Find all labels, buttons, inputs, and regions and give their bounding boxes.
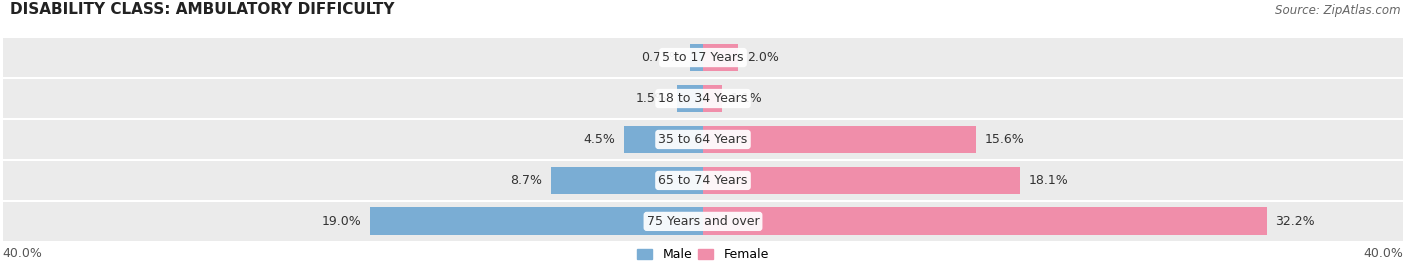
Text: 1.5%: 1.5% [636,92,668,105]
Bar [551,166,703,194]
Text: 18 to 34 Years: 18 to 34 Years [658,92,748,105]
Legend: Male, Female: Male, Female [637,248,769,261]
Text: DISABILITY CLASS: AMBULATORY DIFFICULTY: DISABILITY CLASS: AMBULATORY DIFFICULTY [10,2,394,17]
Bar [703,85,723,113]
Text: 4.5%: 4.5% [583,133,616,146]
Text: 2.0%: 2.0% [747,51,779,64]
Text: Source: ZipAtlas.com: Source: ZipAtlas.com [1275,4,1400,17]
Bar [624,125,703,153]
Bar [3,79,1403,118]
Text: 40.0%: 40.0% [3,247,42,260]
Text: 0.77%: 0.77% [641,51,681,64]
Bar [689,44,703,72]
Bar [3,38,1403,77]
Text: 1.1%: 1.1% [731,92,763,105]
Text: 32.2%: 32.2% [1275,215,1315,228]
Bar [370,207,703,235]
Bar [703,44,738,72]
Text: 19.0%: 19.0% [322,215,361,228]
Text: 8.7%: 8.7% [510,174,541,187]
Text: 40.0%: 40.0% [1364,247,1403,260]
Bar [3,120,1403,159]
Bar [3,202,1403,241]
Bar [703,207,1267,235]
Text: 35 to 64 Years: 35 to 64 Years [658,133,748,146]
Bar [703,166,1019,194]
Text: 18.1%: 18.1% [1029,174,1069,187]
Bar [676,85,703,113]
Bar [3,161,1403,200]
Text: 65 to 74 Years: 65 to 74 Years [658,174,748,187]
Text: 5 to 17 Years: 5 to 17 Years [662,51,744,64]
Text: 75 Years and over: 75 Years and over [647,215,759,228]
Bar [703,125,976,153]
Text: 15.6%: 15.6% [984,133,1025,146]
